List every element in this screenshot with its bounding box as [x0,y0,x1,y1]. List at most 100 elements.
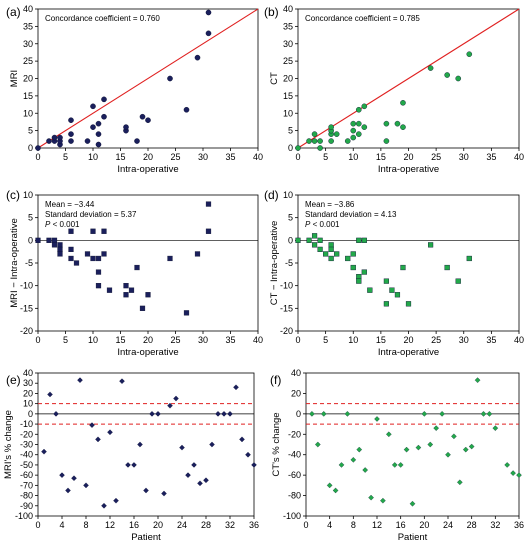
annotation-p-symbol: P [305,220,311,229]
y-tick-label: -100 [283,511,301,521]
data-point [57,251,63,257]
x-tick-label: 0 [295,152,300,162]
x-tick-label: 5 [63,335,68,345]
data-point [221,411,227,417]
x-axis-label: Intra-operative [378,164,439,175]
data-point [35,145,41,151]
y-tick-label: 5 [288,126,293,136]
y-tick-label: -100 [15,511,33,521]
data-point [134,138,140,144]
data-point [215,411,221,417]
annotation-text: P < 0.001 [305,220,340,229]
x-tick-label: 20 [143,335,153,345]
data-point [474,377,481,383]
data-point [389,287,395,293]
data-point [466,255,472,262]
y-tick-label: -80 [288,491,301,501]
y-tick-label: -10 [20,281,33,291]
data-point [323,251,329,257]
data-point [516,472,522,478]
data-point [194,54,201,61]
data-point [123,283,129,289]
x-tick-label: 35 [486,152,496,162]
data-point [332,487,339,494]
data-point [317,246,323,253]
data-point [51,134,58,141]
y-axis-label: MRI [9,70,20,87]
data-point [101,228,107,234]
data-point [233,384,239,391]
data-point [209,441,215,448]
data-point [368,494,374,501]
data-point [295,237,301,243]
y-tick-label: 40 [23,368,33,378]
y-tick-label: 5 [28,126,33,136]
data-point [137,441,143,448]
x-tick-label: 4 [327,520,332,530]
y-tick-label: 30 [23,39,33,49]
data-point [41,448,47,455]
annotation-text: Standard deviation = 4.13 [305,210,397,219]
panel-label: (a) [6,5,21,19]
data-point [101,96,107,103]
y-tick-label: 10 [283,108,293,118]
data-point [167,402,173,409]
y-tick-label: 30 [23,378,33,388]
chart-panel-d: 0 5 10 15 20 25 30 35 40 -20 -15 -10 -5 0 5 10 Intra-ope… [264,188,524,358]
data-point [394,120,401,127]
data-point [90,103,96,110]
x-tick-label: 20 [403,335,413,345]
data-point [68,228,74,234]
data-point [84,251,91,257]
x-tick-label: 36 [249,520,259,530]
data-point [90,255,96,262]
data-point [47,391,53,398]
data-point [350,127,357,134]
data-point [90,228,96,234]
y-tick-label: 0 [28,409,33,419]
data-point [68,117,74,123]
data-point [185,472,191,478]
data-point [383,301,390,307]
y-tick-label: -80 [20,491,33,501]
data-point [403,446,410,453]
data-point [328,246,334,253]
data-point [421,411,428,417]
data-point [445,451,451,458]
data-point [57,246,63,253]
data-point [239,436,245,443]
x-tick-label: 20 [419,520,429,530]
data-point [131,462,137,468]
data-point [68,246,74,253]
data-point [95,436,101,443]
x-tick-label: 28 [201,520,211,530]
data-point [400,264,406,271]
data-point [179,444,185,451]
data-point [439,411,445,417]
data-point [59,472,65,478]
x-tick-label: 24 [177,520,187,530]
data-point [350,264,356,271]
y-tick-label: 35 [23,21,33,31]
data-point [101,251,107,257]
identity-line [297,8,520,149]
x-tick-label: 15 [376,335,386,345]
x-tick-label: 10 [88,152,98,162]
data-point [317,138,323,144]
data-point [455,75,462,82]
x-tick-label: 15 [115,152,125,162]
data-point [183,310,190,316]
annotation-text: Mean = −3.86 [305,200,355,209]
data-point [101,502,107,509]
x-axis-label: Intra-operative [117,347,178,358]
chart-panel-c: 0 5 10 15 20 25 30 35 40 -20 -15 -10 -5 0 5 10 Intra-ope… [6,188,263,358]
annotation-p-value: < 0.001 [50,220,80,229]
data-point [161,490,167,497]
data-point [107,429,113,436]
data-point [311,138,318,144]
y-tick-label: -20 [280,326,293,336]
data-point [128,287,135,293]
chart-panel-f: 0 4 8 12 16 20 24 28 32 36 -100 -80 -60 -40 -20 0 20 40 Pa… [270,368,524,543]
y-tick-label: 40 [283,4,293,14]
